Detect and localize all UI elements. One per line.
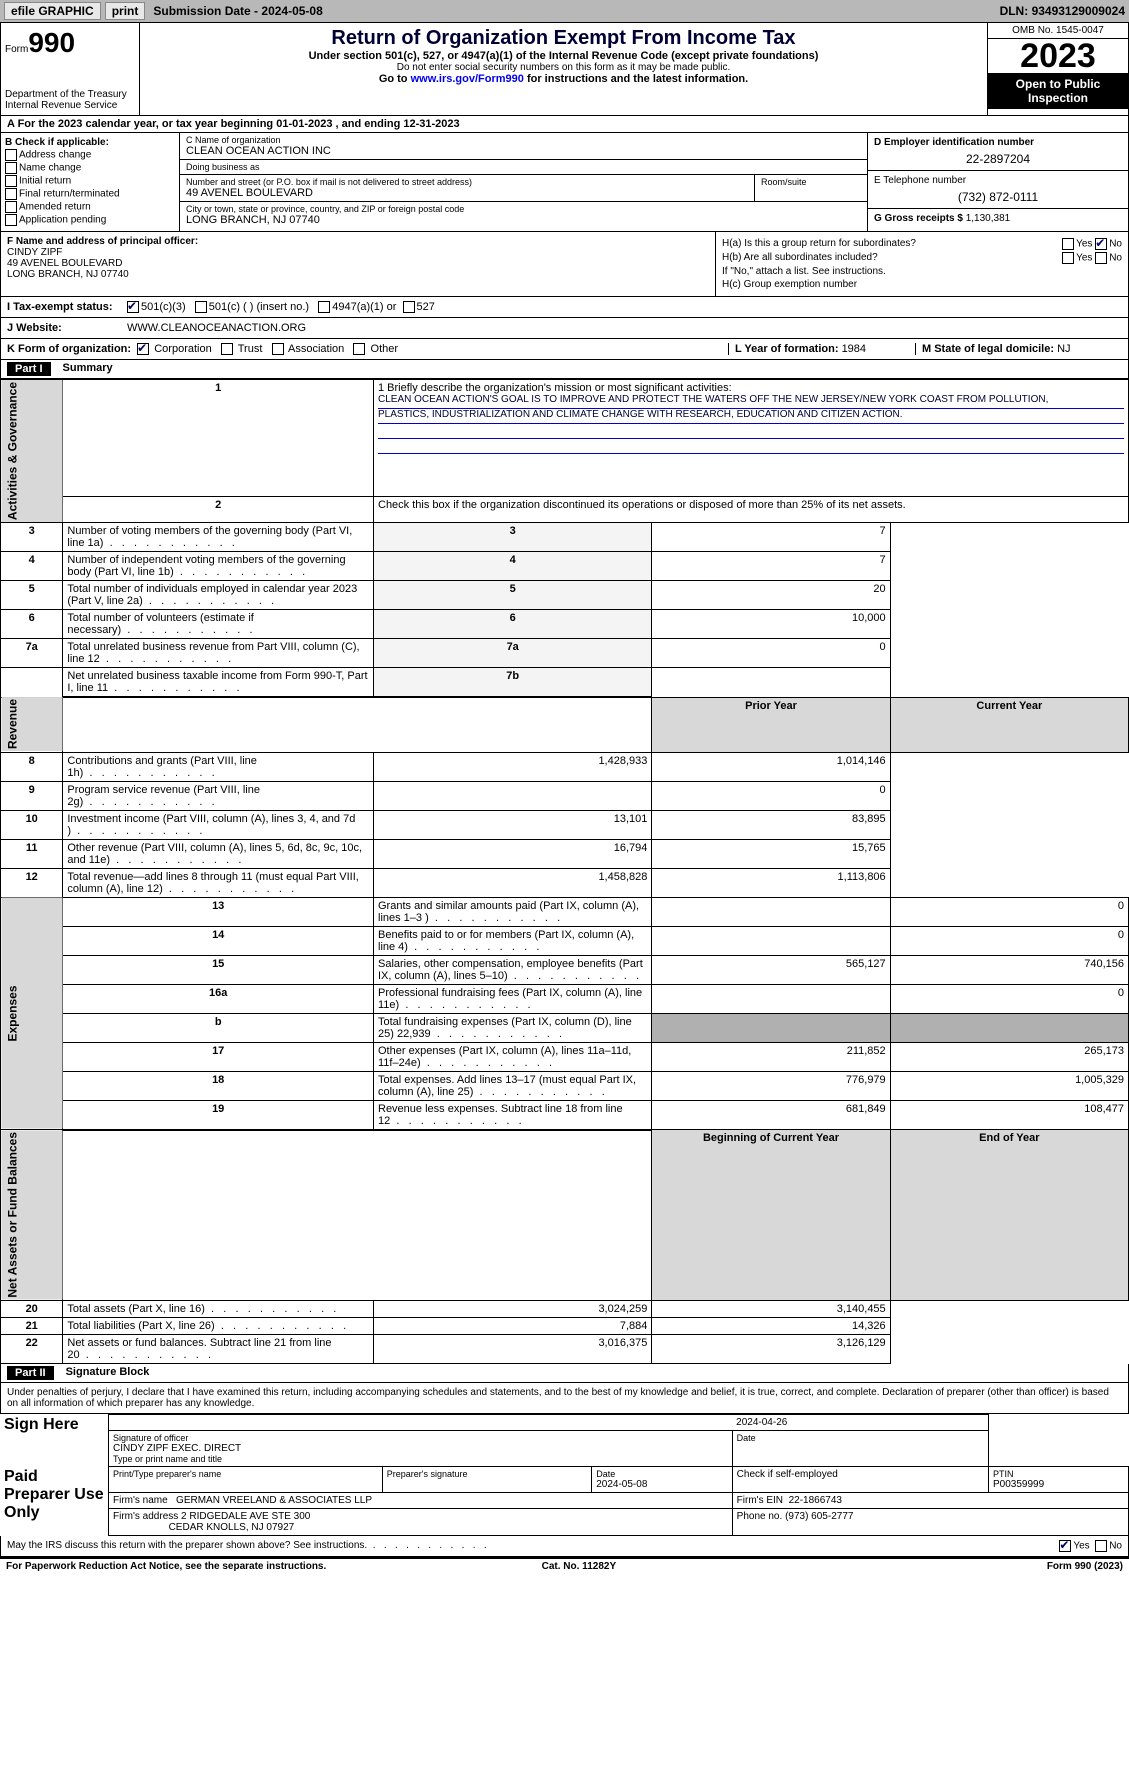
org-name: CLEAN OCEAN ACTION INC	[186, 145, 861, 157]
org-city: LONG BRANCH, NJ 07740	[186, 214, 861, 226]
row-i: I Tax-exempt status: 501(c)(3) 501(c) ( …	[0, 297, 1129, 318]
discuss-row: May the IRS discuss this return with the…	[0, 1536, 1129, 1557]
submission-date-label: Submission Date - 2024-05-08	[153, 4, 322, 18]
side-netassets: Net Assets or Fund Balances	[1, 1130, 63, 1301]
footer: For Paperwork Reduction Act Notice, see …	[0, 1557, 1129, 1574]
website: WWW.CLEANOCEANACTION.ORG	[127, 322, 306, 334]
top-toolbar: efile GRAPHIC print Submission Date - 20…	[0, 0, 1129, 22]
header-grid: B Check if applicable: Address change Na…	[0, 133, 1129, 232]
form-header: Form990 Department of the Treasury Inter…	[0, 22, 1129, 116]
tax-year: 2023	[988, 39, 1128, 73]
line-a: A For the 2023 calendar year, or tax yea…	[0, 116, 1129, 133]
org-street: 49 AVENEL BOULEVARD	[186, 187, 748, 199]
box-b: B Check if applicable: Address change Na…	[1, 133, 180, 231]
efile-btn[interactable]: efile GRAPHIC	[4, 2, 101, 20]
declaration: Under penalties of perjury, I declare th…	[0, 1383, 1129, 1414]
summary-table: Activities & Governance 1 1 Briefly desc…	[0, 379, 1129, 1364]
row-k: K Form of organization: Corporation Trus…	[0, 339, 1129, 360]
box-c: C Name of organizationCLEAN OCEAN ACTION…	[180, 133, 867, 231]
dln: DLN: 93493129009024	[1000, 4, 1125, 18]
ein: 22-2897204	[874, 152, 1122, 166]
part1-bar: Part I Summary	[0, 360, 1129, 379]
form-subtitle: Under section 501(c), 527, or 4947(a)(1)…	[144, 50, 983, 62]
box-d: D Employer identification number22-28972…	[867, 133, 1128, 231]
row-j: J Website: WWW.CLEANOCEANACTION.ORG	[0, 318, 1129, 339]
signature-table: Sign Here 2024-04-26 Signature of office…	[0, 1414, 1129, 1536]
open-inspection: Open to Public Inspection	[988, 73, 1128, 109]
phone: (732) 872-0111	[874, 190, 1122, 204]
print-btn[interactable]: print	[105, 2, 146, 20]
dept-treasury: Department of the Treasury	[5, 89, 135, 100]
irs-label: Internal Revenue Service	[5, 100, 135, 111]
gross-receipts: 1,130,381	[966, 213, 1011, 224]
side-governance: Activities & Governance	[1, 380, 63, 523]
side-revenue: Revenue	[1, 697, 63, 752]
form-number: 990	[28, 27, 75, 58]
form-label: Form	[5, 44, 28, 55]
form-title: Return of Organization Exempt From Incom…	[144, 27, 983, 50]
form-note1: Do not enter social security numbers on …	[144, 62, 983, 73]
box-fh: F Name and address of principal officer:…	[0, 232, 1129, 297]
form-note2: Go to www.irs.gov/Form990 for instructio…	[144, 73, 983, 85]
irs-link[interactable]: www.irs.gov/Form990	[411, 73, 524, 85]
officer-name: CINDY ZIPF	[7, 247, 62, 258]
part2-bar: Part II Signature Block	[0, 1364, 1129, 1383]
